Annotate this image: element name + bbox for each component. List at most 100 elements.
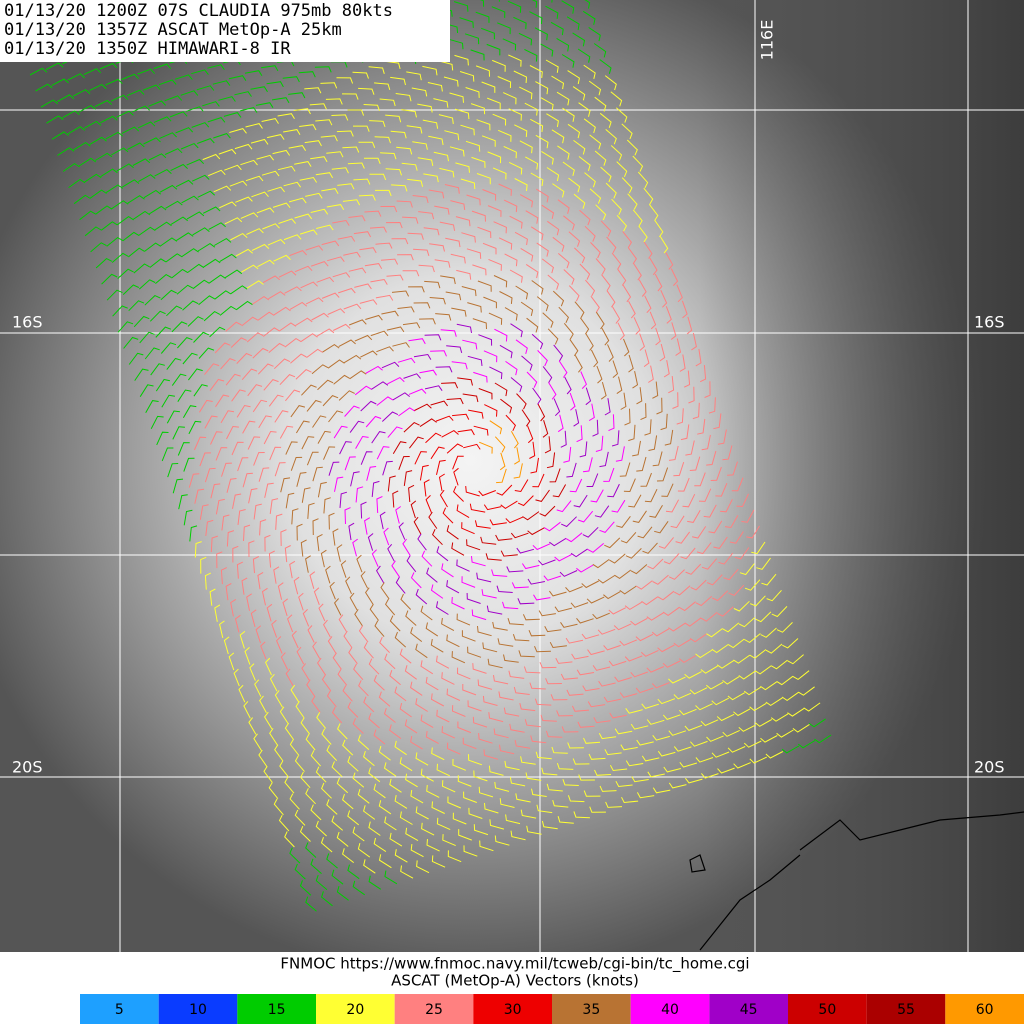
wind-barb [505, 814, 521, 825]
wind-barb [706, 628, 723, 638]
wind-barb [279, 706, 289, 724]
wind-barb [477, 226, 492, 239]
wind-barb [549, 641, 567, 649]
wind-barb [537, 403, 546, 422]
wind-barb [243, 701, 251, 719]
wind-barb [657, 590, 675, 601]
wind-barb [331, 706, 343, 724]
wind-barb [138, 279, 156, 290]
wind-barb [402, 538, 411, 556]
wind-barb [484, 802, 499, 814]
wind-barb [153, 116, 172, 123]
wind-barb [175, 179, 194, 188]
wind-barb [620, 744, 638, 751]
wind-barb [294, 809, 306, 826]
wind-barb [541, 258, 554, 274]
wind-barb [623, 338, 630, 357]
wind-barb [84, 226, 102, 237]
wind-barb [582, 457, 593, 473]
wind-barb [406, 125, 423, 134]
wind-barb [624, 408, 631, 426]
wind-barb [352, 718, 364, 734]
wind-barb [395, 506, 401, 524]
wind-barb [462, 339, 478, 350]
wind-barb [328, 410, 344, 423]
wind-barb [741, 509, 755, 523]
wind-barb [291, 630, 299, 649]
wind-barb [595, 258, 606, 275]
wind-barb [531, 788, 547, 797]
wind-barb [435, 415, 454, 422]
wind-barb [583, 118, 596, 134]
wind-barb [278, 814, 290, 832]
wind-barb [546, 113, 559, 127]
wind-barb [326, 204, 345, 210]
wind-barb [144, 242, 161, 252]
wind-barb [348, 522, 355, 541]
wind-barb [305, 297, 324, 305]
wind-barb [344, 405, 360, 417]
wind-barb [541, 820, 558, 830]
wind-barb [349, 319, 367, 326]
wind-barb [318, 603, 326, 622]
wind-barb [657, 644, 675, 653]
wind-barb [526, 371, 538, 388]
wind-barb [536, 188, 549, 203]
wind-barb [660, 289, 668, 308]
wind-barb [668, 569, 685, 580]
wind-barb [420, 714, 434, 729]
footer-caption: ASCAT (MetOp-A) Vectors (knots) [391, 972, 639, 990]
wind-barb [582, 685, 600, 692]
wind-barb [376, 396, 394, 406]
wind-barb [410, 572, 422, 589]
wind-barb [112, 305, 128, 317]
wind-barb [122, 231, 140, 242]
wind-barb [695, 348, 702, 367]
wind-barb [295, 317, 313, 326]
wind-barb [248, 540, 255, 558]
wind-barb [166, 357, 182, 370]
wind-barb [454, 54, 469, 66]
wind-barb [699, 365, 707, 383]
wind-barb [540, 43, 554, 57]
wind-barb [208, 222, 226, 230]
wind-barb [246, 280, 264, 289]
wind-barb [679, 761, 698, 768]
wind-barb [481, 81, 496, 93]
wind-barb [305, 788, 316, 805]
wind-barb [374, 82, 391, 91]
wind-barb [230, 337, 247, 348]
wind-barb [614, 728, 633, 735]
wind-barb [434, 205, 450, 215]
wind-barb [384, 598, 396, 616]
wind-barb [481, 135, 496, 147]
legend-swatch [316, 994, 395, 1024]
wind-barb [729, 531, 744, 544]
wind-barb [300, 281, 318, 289]
wind-barb [705, 681, 724, 690]
wind-barb [186, 158, 205, 166]
wind-barb [561, 516, 577, 528]
wind-barb [746, 525, 760, 539]
wind-barb [431, 801, 445, 814]
wind-barb [648, 365, 654, 383]
legend-swatch [945, 994, 1024, 1024]
wind-barb [483, 749, 499, 760]
wind-barb [739, 563, 755, 576]
wind-barb [396, 146, 413, 155]
wind-barb [754, 718, 773, 727]
wind-barb [289, 847, 301, 864]
wind-barb [353, 125, 370, 132]
wind-barb [277, 582, 284, 600]
wind-barb [680, 424, 690, 441]
wind-barb [463, 791, 477, 803]
wind-barb [627, 247, 638, 265]
wind-barb [641, 596, 659, 606]
wind-barb [750, 595, 766, 607]
legend-swatch [80, 994, 159, 1024]
wind-barb [620, 392, 627, 410]
wind-barb [489, 819, 505, 830]
wind-barb [528, 630, 546, 637]
wind-barb [301, 436, 315, 450]
wind-barb [368, 821, 381, 836]
